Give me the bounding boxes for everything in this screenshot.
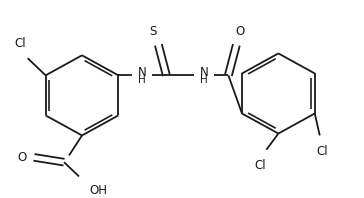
Text: Cl: Cl bbox=[316, 145, 328, 158]
Text: S: S bbox=[150, 25, 157, 38]
Text: O: O bbox=[236, 25, 245, 38]
Text: Cl: Cl bbox=[15, 37, 27, 50]
Text: O: O bbox=[18, 151, 27, 164]
Text: N: N bbox=[200, 66, 209, 79]
Text: H: H bbox=[138, 75, 146, 85]
Text: H: H bbox=[201, 75, 208, 85]
Text: OH: OH bbox=[89, 184, 107, 197]
Text: Cl: Cl bbox=[254, 159, 266, 172]
Text: N: N bbox=[138, 66, 147, 79]
